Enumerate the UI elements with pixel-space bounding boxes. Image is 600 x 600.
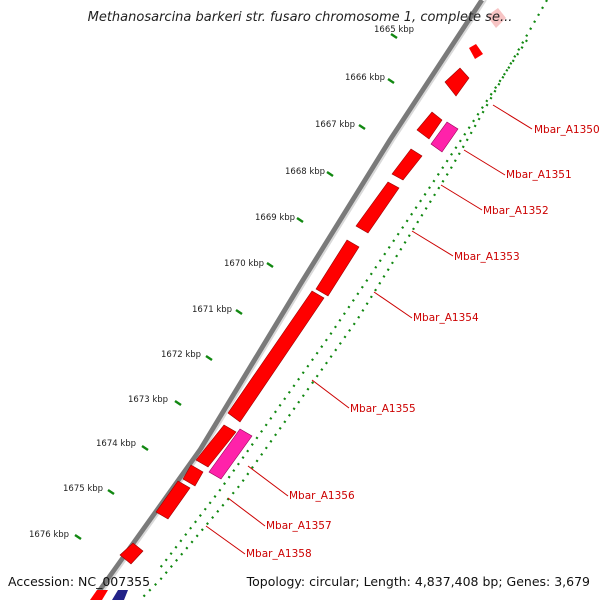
accession-text: Accession: NC_007355: [8, 574, 151, 589]
gene-arrow: [90, 590, 108, 600]
gene-arrow: [195, 424, 237, 468]
gene-arrow-mbar-a1353: [355, 181, 400, 234]
gene-arrow: [469, 44, 483, 59]
gene-arrow: [119, 542, 144, 565]
map-title: Methanosarcina barkeri str. fusaro chrom…: [87, 10, 513, 25]
tick-label: 1676 kbp: [29, 530, 69, 540]
gene-arrow-mbar-a1355: [227, 290, 325, 423]
tick-label: 1665 kbp: [374, 25, 414, 35]
gene-label-mbar-a1350[interactable]: Mbar_A1350: [534, 124, 600, 136]
gene-label-mbar-a1351[interactable]: Mbar_A1351: [506, 169, 572, 181]
rna-feature-mbar-a1351: [430, 121, 459, 153]
tick-label: 1670 kbp: [224, 259, 264, 269]
label-leader-lines: [205, 104, 533, 555]
gene-arrow-mbar-a1358: [155, 480, 191, 520]
tick-label: 1668 kbp: [285, 167, 325, 177]
gene-arrow-mbar-a1350: [416, 111, 443, 140]
scale-tick-marks: [74, 33, 398, 540]
tick-label: 1667 kbp: [315, 120, 355, 130]
outer-dotted-track: [139, 0, 548, 600]
gene-label-mbar-a1357[interactable]: Mbar_A1357: [266, 520, 332, 532]
tick-label: 1675 kbp: [63, 484, 103, 494]
tick-label: 1674 kbp: [96, 439, 136, 449]
backbone-ring: [91, 0, 485, 600]
rna-feature-mbar-a1356: [208, 428, 253, 480]
faded-gene-arrow: [487, 8, 506, 28]
gene-label-mbar-a1355[interactable]: Mbar_A1355: [350, 403, 416, 415]
gene-arrow-mbar-a1354: [315, 239, 360, 297]
tick-label: 1673 kbp: [128, 395, 168, 405]
gene-arrow-mbar-a1352: [391, 148, 423, 181]
tick-label: 1672 kbp: [161, 350, 201, 360]
tick-label: 1666 kbp: [345, 73, 385, 83]
gene-label-mbar-a1358[interactable]: Mbar_A1358: [246, 548, 312, 560]
gene-label-mbar-a1352[interactable]: Mbar_A1352: [483, 205, 549, 217]
inner-dotted-track: [159, 39, 528, 569]
tick-label: 1669 kbp: [255, 213, 295, 223]
genome-summary-text: Topology: circular; Length: 4,837,408 bp…: [246, 574, 590, 589]
gene-label-mbar-a1354[interactable]: Mbar_A1354: [413, 312, 479, 324]
tick-label: 1671 kbp: [192, 305, 232, 315]
gene-label-mbar-a1356[interactable]: Mbar_A1356: [289, 490, 355, 502]
gene-arrow-mbar-a1357: [182, 464, 204, 487]
gene-arrow: [112, 590, 128, 600]
gene-arrow: [444, 67, 470, 97]
gene-label-mbar-a1353[interactable]: Mbar_A1353: [454, 251, 520, 263]
